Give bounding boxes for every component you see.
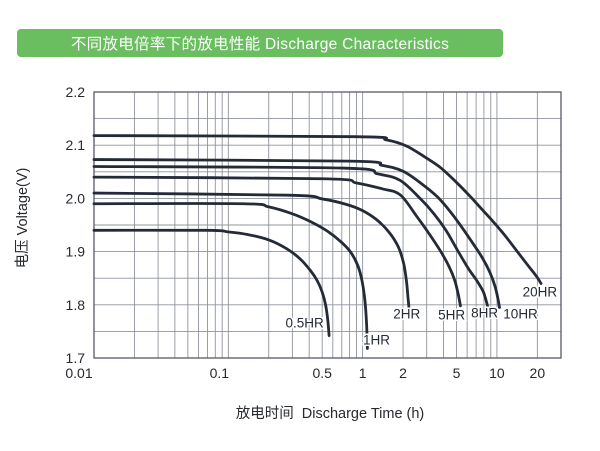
x-tick-label: 2 bbox=[399, 365, 407, 381]
curve-0.5hr bbox=[92, 228, 331, 338]
curve-2hr bbox=[92, 191, 411, 309]
curve-label-8hr: 8HR bbox=[471, 305, 498, 320]
curve-20hr bbox=[92, 134, 543, 285]
x-axis-title: 放电时间 Discharge Time (h) bbox=[236, 405, 425, 422]
curve-10hr bbox=[92, 158, 501, 309]
y-tick-label: 2.0 bbox=[66, 190, 86, 206]
page-title: 不同放电倍率下的放电性能 Discharge Characteristics bbox=[70, 36, 450, 53]
y-axis-title: 电压 Voltage(V) bbox=[14, 168, 31, 269]
x-tick-label: 0.1 bbox=[210, 365, 230, 381]
curve-label-1hr: 1HR bbox=[363, 332, 390, 347]
x-tick-label: 0.5 bbox=[312, 365, 332, 381]
y-tick-label: 2.1 bbox=[66, 137, 86, 153]
curve-label-20hr: 20HR bbox=[523, 285, 558, 300]
x-tick-label: 10 bbox=[489, 365, 505, 381]
curve-label-5hr: 5HR bbox=[438, 307, 465, 322]
curve-layer bbox=[92, 134, 543, 350]
curve-5hr bbox=[92, 175, 462, 308]
label-layer: 0.01 0.1 0.5 1 2 5 10 20 2.2 2.1 2.0 1.9 1.8 1.7 0.5HR… bbox=[65, 84, 559, 381]
y-tick-label: 1.8 bbox=[66, 297, 86, 313]
x-tick-label: 0.01 bbox=[65, 365, 92, 381]
x-tick-label: 5 bbox=[453, 365, 461, 381]
curve-1hr bbox=[92, 202, 369, 350]
y-tick-label: 2.2 bbox=[66, 84, 86, 100]
curve-8hr bbox=[92, 165, 490, 309]
y-tick-label: 1.7 bbox=[66, 350, 86, 366]
title-bar: 不同放电倍率下的放电性能 Discharge Characteristics bbox=[17, 29, 503, 57]
curve-label-10hr: 10HR bbox=[503, 306, 538, 321]
y-tick-label: 1.9 bbox=[66, 244, 86, 260]
x-tick-label: 20 bbox=[530, 365, 546, 381]
curve-label-0.5hr: 0.5HR bbox=[285, 315, 324, 330]
x-tick-label: 1 bbox=[359, 365, 367, 381]
curve-label-2hr: 2HR bbox=[393, 306, 420, 321]
plot-frame bbox=[93, 91, 562, 359]
